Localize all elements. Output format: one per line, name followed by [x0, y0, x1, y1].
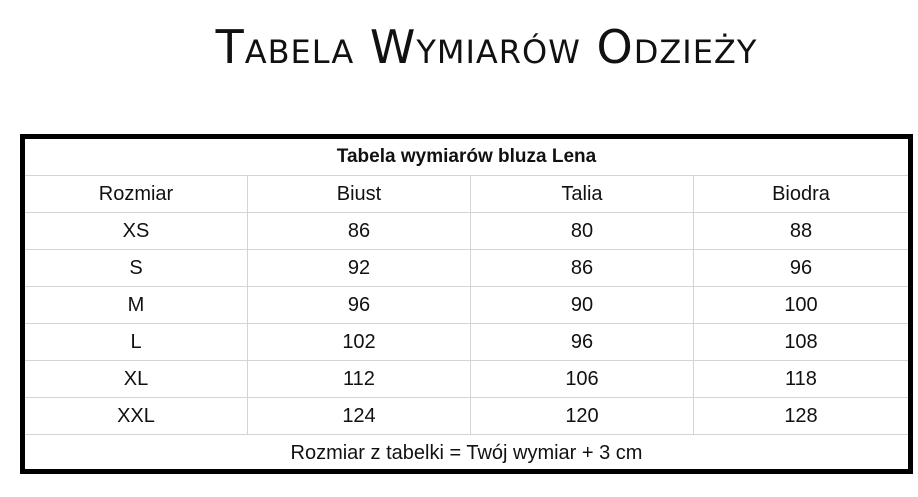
hips-cell: 100 [693, 286, 908, 324]
waist-cell: 96 [470, 323, 694, 361]
table-footer-note: Rozmiar z tabelki = Twój wymiar + 3 cm [25, 434, 908, 471]
column-header-waist: Talia [470, 175, 694, 213]
size-cell: L [25, 323, 248, 361]
waist-cell: 86 [470, 249, 694, 287]
hips-cell: 128 [693, 397, 908, 435]
bust-cell: 124 [247, 397, 471, 435]
size-cell: S [25, 249, 248, 287]
table-row: XXL 124 120 128 [25, 397, 908, 435]
table-row: S 92 86 96 [25, 249, 908, 287]
bust-cell: 112 [247, 360, 471, 398]
size-cell: XS [25, 212, 248, 250]
size-cell: M [25, 286, 248, 324]
column-header-size: Rozmiar [25, 175, 248, 213]
size-cell: XL [25, 360, 248, 398]
table-row: L 102 96 108 [25, 323, 908, 361]
hips-cell: 118 [693, 360, 908, 398]
hips-cell: 96 [693, 249, 908, 287]
bust-cell: 96 [247, 286, 471, 324]
table-row: M 96 90 100 [25, 286, 908, 324]
size-table: Tabela wymiarów bluza Lena Rozmiar Biust… [20, 134, 913, 474]
column-header-hips: Biodra [693, 175, 908, 213]
bust-cell: 86 [247, 212, 471, 250]
waist-cell: 90 [470, 286, 694, 324]
table-caption: Tabela wymiarów bluza Lena [25, 139, 908, 176]
table-row: XS 86 80 88 [25, 212, 908, 250]
hips-cell: 88 [693, 212, 908, 250]
bust-cell: 102 [247, 323, 471, 361]
column-header-bust: Biust [247, 175, 471, 213]
footer-row: Rozmiar z tabelki = Twój wymiar + 3 cm [25, 434, 908, 471]
waist-cell: 120 [470, 397, 694, 435]
bust-cell: 92 [247, 249, 471, 287]
size-cell: XXL [25, 397, 248, 435]
hips-cell: 108 [693, 323, 908, 361]
waist-cell: 80 [470, 212, 694, 250]
caption-row: Tabela wymiarów bluza Lena [25, 139, 908, 176]
waist-cell: 106 [470, 360, 694, 398]
page-title: Tabela Wymiarów Odzieży [215, 20, 758, 74]
table-row: XL 112 106 118 [25, 360, 908, 398]
header-row: Rozmiar Biust Talia Biodra [25, 175, 908, 213]
